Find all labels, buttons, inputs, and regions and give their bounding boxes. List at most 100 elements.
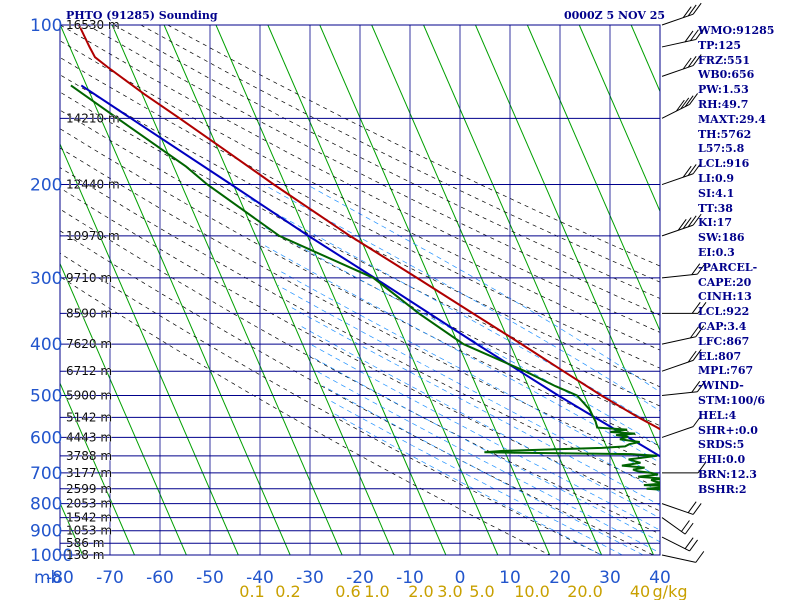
- isotherm-line: [578, 25, 660, 213]
- barb-feather: [687, 215, 697, 228]
- barb-staff: [661, 391, 698, 396]
- index-value: TT:38: [698, 201, 733, 215]
- barb-feather: [684, 537, 694, 550]
- wind-barb: [661, 2, 702, 26]
- moist-adiabat: [310, 343, 660, 531]
- barb-feather: [692, 415, 702, 427]
- moist-adiabat: [316, 370, 660, 554]
- isotherm-line: [215, 25, 447, 555]
- barb-feather: [692, 2, 702, 15]
- barb-staff: [661, 65, 694, 77]
- barb-staff: [661, 536, 690, 552]
- height-label: 14210 m: [66, 111, 120, 125]
- mixing-ratio-label: 1.0: [364, 582, 389, 600]
- mixing-ratio-label: g/kg: [653, 582, 688, 600]
- pressure-label: 600: [30, 428, 62, 448]
- barb-feather: [692, 162, 702, 175]
- index-value: PW:1.53: [698, 83, 749, 97]
- wind-barb: [661, 536, 698, 552]
- index-value: LCL:922: [698, 305, 750, 319]
- barb-feather: [691, 302, 701, 314]
- barb-feather: [675, 99, 685, 112]
- barb-feather: [687, 350, 697, 363]
- moist-adiabat: [306, 184, 660, 393]
- mixing-ratio-label: 40: [630, 582, 650, 600]
- index-value: CINH:13: [698, 290, 752, 304]
- height-label: 10970 m: [66, 229, 120, 243]
- index-value: KI:17: [698, 216, 733, 230]
- pressure-label: 800: [30, 495, 62, 515]
- barb-feather: [677, 218, 687, 231]
- wind-barb: [661, 349, 702, 372]
- index-value: LFC:867: [698, 334, 750, 348]
- isotherm-line: [423, 25, 654, 555]
- mixing-ratio-label: 20.0: [567, 582, 603, 600]
- barb-staff: [661, 426, 694, 438]
- barb-staff: [661, 103, 690, 119]
- barb-feather: [697, 380, 706, 392]
- index-value: FRZ:551: [698, 53, 751, 67]
- index-value: TH:5762: [698, 127, 752, 141]
- wind-barb: [661, 262, 706, 279]
- barb-staff: [661, 554, 696, 563]
- index-value: EI:0.3: [698, 245, 735, 259]
- index-value: HEL:4: [698, 408, 737, 422]
- height-label: 2053 m: [66, 497, 112, 511]
- pressure-label: 200: [30, 176, 62, 196]
- dry-adiabat: [60, 25, 660, 333]
- barb-feather: [695, 325, 705, 337]
- barb-staff: [661, 13, 694, 26]
- temp-tick-label: 40: [649, 568, 671, 588]
- index-value: EHI:0.0: [698, 453, 746, 467]
- barb-feather: [684, 30, 694, 43]
- barb-feather: [689, 539, 698, 552]
- height-label: 12440 m: [66, 178, 120, 192]
- index-value: -PARCEL-: [698, 260, 758, 274]
- index-value: MPL:767: [698, 364, 754, 378]
- dry-adiabat: [60, 208, 660, 535]
- temp-tick-label: -10: [396, 568, 424, 588]
- temp-tick-label: 30: [599, 568, 621, 588]
- height-label: 1542 m: [66, 511, 112, 525]
- moist-adiabat: [263, 226, 660, 447]
- height-label: 5900 m: [66, 388, 112, 402]
- barb-feather: [687, 4, 697, 17]
- pressure-label: 900: [30, 522, 62, 542]
- mixing-ratio-label: 0.1: [239, 582, 264, 600]
- barb-feather: [689, 93, 698, 105]
- temp-tick-label: -20: [346, 568, 374, 588]
- index-value: LI:0.9: [698, 171, 735, 185]
- wind-barb: [661, 551, 705, 563]
- moist-adiabat: [308, 354, 660, 543]
- pressure-label: 500: [30, 386, 62, 406]
- axis-mb-label: mb: [34, 568, 61, 588]
- sounding-time: 0000Z 5 NOV 25: [564, 9, 666, 22]
- temp-tick-label: 0: [455, 568, 466, 588]
- height-label: 5142 m: [66, 410, 112, 424]
- barb-staff: [661, 273, 698, 279]
- height-label: 3788 m: [66, 449, 112, 463]
- moist-adiabat: [244, 195, 660, 430]
- index-value: SRDS:5: [698, 438, 745, 452]
- height-label: 8590 m: [66, 306, 112, 320]
- barb-feather: [687, 501, 697, 514]
- barb-feather: [697, 262, 706, 275]
- wind-barb: [661, 54, 702, 77]
- dry-adiabat: [60, 252, 603, 555]
- height-label: 9710 m: [66, 271, 112, 285]
- temperature-line: [78, 25, 660, 431]
- barb-feather: [682, 57, 692, 70]
- isotherm-line: [526, 25, 660, 332]
- height-label: 3177 m: [66, 466, 112, 480]
- barb-feather: [692, 503, 702, 515]
- index-value: SHR+:0.0: [698, 423, 758, 437]
- dry-adiabat: [60, 91, 660, 407]
- index-value: L57:5.8: [698, 142, 745, 156]
- wind-barb: [661, 325, 705, 345]
- moist-adiabat: [323, 385, 644, 555]
- temp-tick-label: -70: [96, 568, 124, 588]
- barb-feather: [682, 217, 692, 229]
- index-value: CAPE:20: [698, 275, 752, 289]
- isotherm-line: [60, 25, 291, 555]
- index-value: WMO:91285: [698, 24, 775, 37]
